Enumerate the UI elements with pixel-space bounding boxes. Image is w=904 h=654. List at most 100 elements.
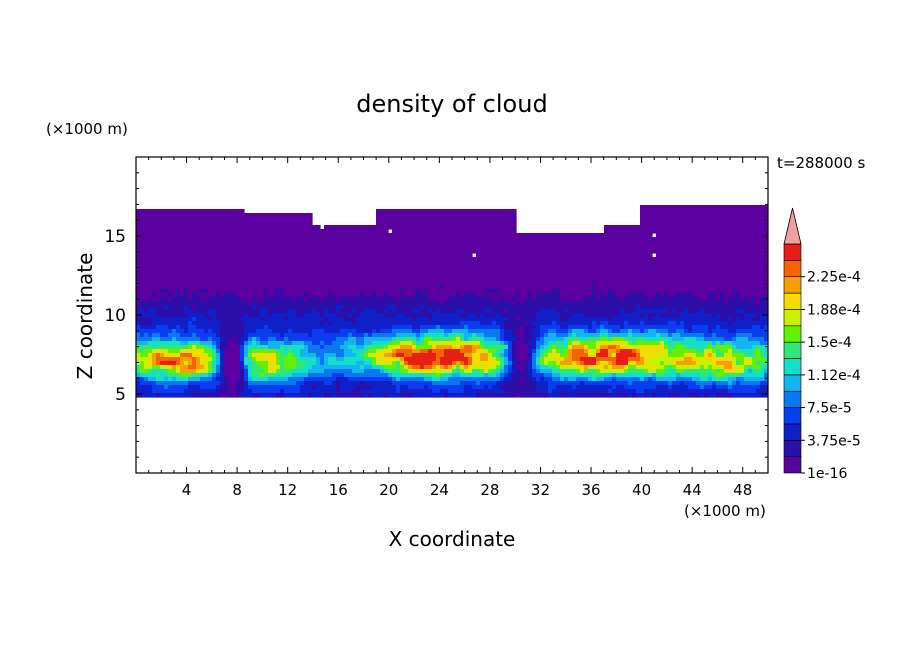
density-cell <box>312 321 317 326</box>
density-cell <box>520 321 525 326</box>
density-cell <box>208 337 213 342</box>
density-cell <box>288 261 293 266</box>
density-cell <box>444 341 449 346</box>
density-cell <box>176 325 181 330</box>
density-cell <box>296 245 301 250</box>
density-cell <box>468 329 473 334</box>
density-cell <box>488 389 493 394</box>
density-cell <box>200 297 205 302</box>
density-cell <box>460 237 465 242</box>
density-cell <box>172 213 177 218</box>
density-cell <box>556 353 561 358</box>
density-cell <box>196 337 201 342</box>
density-cell <box>568 253 573 258</box>
density-cell <box>220 229 225 234</box>
density-cell <box>508 333 513 338</box>
density-cell <box>396 301 401 306</box>
density-cell <box>384 213 389 218</box>
density-cell <box>264 253 269 258</box>
density-cell <box>360 345 365 350</box>
density-cell <box>472 217 477 222</box>
density-cell <box>196 389 201 394</box>
density-cell <box>168 385 173 390</box>
density-cell <box>360 357 365 362</box>
density-cell <box>372 325 377 330</box>
density-cell <box>364 373 369 378</box>
density-cell <box>476 209 481 214</box>
density-cell <box>152 345 157 350</box>
density-cell <box>496 229 501 234</box>
density-cell <box>552 345 557 350</box>
density-cell <box>380 321 385 326</box>
density-cell <box>308 221 313 226</box>
density-cell <box>388 269 393 274</box>
density-cell <box>396 249 401 254</box>
density-cell <box>144 325 149 330</box>
density-cell <box>500 289 505 294</box>
density-cell <box>496 225 501 230</box>
density-cell <box>348 321 353 326</box>
density-cell <box>208 345 213 350</box>
density-cell <box>464 217 469 222</box>
density-cell <box>288 385 293 390</box>
density-cell <box>176 373 181 378</box>
density-cell <box>288 273 293 278</box>
density-cell <box>192 313 197 318</box>
density-cell <box>420 285 425 290</box>
density-cell <box>208 269 213 274</box>
density-cell <box>552 257 557 262</box>
density-cell <box>272 369 277 374</box>
density-cell <box>248 285 253 290</box>
density-cell <box>148 209 153 214</box>
density-cell <box>412 353 417 358</box>
density-cell <box>560 389 565 394</box>
density-cell <box>184 265 189 270</box>
density-cell <box>448 345 453 350</box>
density-cell <box>196 213 201 218</box>
density-cell <box>324 281 329 286</box>
density-cell <box>140 373 145 378</box>
density-cell <box>256 257 261 262</box>
density-cell <box>232 297 237 302</box>
density-cell <box>204 281 209 286</box>
density-cell <box>448 357 453 362</box>
density-cell <box>392 237 397 242</box>
density-cell <box>524 301 529 306</box>
density-cell <box>204 345 209 350</box>
density-cell <box>148 297 153 302</box>
density-cell <box>140 337 145 342</box>
density-cell <box>560 281 565 286</box>
density-cell <box>288 393 293 398</box>
density-cell <box>564 389 569 394</box>
density-cell <box>380 301 385 306</box>
density-cell <box>392 273 397 278</box>
density-cell <box>496 353 501 358</box>
density-cell <box>224 269 229 274</box>
density-cell <box>444 305 449 310</box>
density-cell <box>464 293 469 298</box>
density-cell <box>212 325 217 330</box>
density-cell <box>204 333 209 338</box>
density-cell <box>544 381 549 386</box>
density-cell <box>340 369 345 374</box>
density-cell <box>212 365 217 370</box>
density-cell <box>172 301 177 306</box>
density-cell <box>252 361 257 366</box>
density-cell <box>504 357 509 362</box>
density-cell <box>528 341 533 346</box>
density-cell <box>304 313 309 318</box>
density-cell <box>480 293 485 298</box>
density-cell <box>232 317 237 322</box>
density-cell <box>244 217 249 222</box>
density-cell <box>416 361 421 366</box>
density-cell <box>276 389 281 394</box>
density-cell <box>524 333 529 338</box>
density-cell <box>412 233 417 238</box>
density-cell <box>488 237 493 242</box>
density-cell <box>320 365 325 370</box>
density-cell <box>572 301 577 306</box>
density-cell <box>540 257 545 262</box>
density-cell <box>400 345 405 350</box>
density-cell <box>500 313 505 318</box>
density-cell <box>472 337 477 342</box>
